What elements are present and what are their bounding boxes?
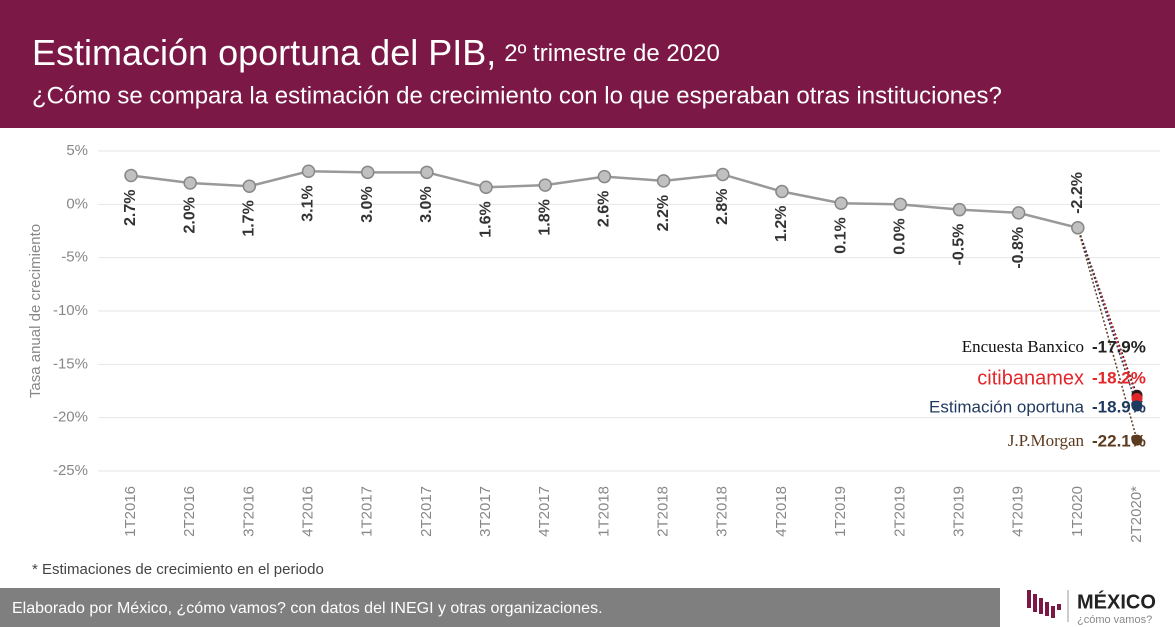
legend-label: Encuesta Banxico bbox=[962, 337, 1084, 356]
x-tick-label: 3T2019 bbox=[950, 486, 967, 537]
estimate-value: -18.9% bbox=[1092, 397, 1146, 416]
marker bbox=[538, 178, 552, 192]
estimate-line bbox=[1077, 227, 1138, 441]
estimate-marker bbox=[1131, 434, 1143, 446]
data-label: 1.8% bbox=[536, 199, 553, 235]
data-label: 1.7% bbox=[241, 200, 258, 236]
x-tick-label: 1T2016 bbox=[122, 486, 139, 537]
marker bbox=[716, 167, 730, 182]
data-label: -0.5% bbox=[951, 224, 968, 266]
x-tick-label: 3T2016 bbox=[240, 486, 257, 537]
x-tick-label: 4T2016 bbox=[299, 486, 316, 537]
marker bbox=[775, 184, 789, 199]
marker bbox=[479, 180, 493, 195]
data-label: 3.1% bbox=[300, 185, 317, 221]
estimate-line bbox=[1077, 227, 1138, 407]
x-tick-label: 3T2018 bbox=[714, 486, 731, 537]
marker bbox=[242, 179, 257, 193]
y-tick-label: -15% bbox=[53, 355, 88, 372]
data-label: 2.6% bbox=[596, 191, 613, 227]
marker bbox=[183, 176, 197, 190]
data-label: 1.2% bbox=[773, 206, 790, 242]
marker bbox=[301, 164, 316, 179]
source: Elaborado por México, ¿cómo vamos? con d… bbox=[12, 600, 603, 617]
x-tick-label: 1T2018 bbox=[595, 486, 612, 537]
footnote: * Estimaciones de crecimiento en el peri… bbox=[32, 561, 324, 578]
legend-label: J.P.Morgan bbox=[1008, 431, 1085, 450]
data-label: 3.0% bbox=[359, 186, 376, 222]
y-tick-label: -20% bbox=[53, 409, 88, 426]
x-tick-label: 2T2020* bbox=[1128, 486, 1145, 543]
y-axis-label: Tasa anual de crecimiento bbox=[27, 224, 44, 398]
title-period: 2º trimestre de 2020 bbox=[504, 40, 720, 67]
logo-subtitle: ¿cómo vamos? bbox=[1077, 614, 1152, 626]
marker bbox=[360, 165, 375, 180]
x-tick-label: 1T2019 bbox=[832, 486, 849, 537]
x-tick-label: 2T2019 bbox=[891, 486, 908, 537]
data-label: 0.1% bbox=[832, 217, 849, 253]
x-tick-label: 4T2019 bbox=[1010, 486, 1027, 537]
marker bbox=[952, 202, 967, 217]
data-label: 0.0% bbox=[892, 218, 909, 254]
x-tick-label: 4T2017 bbox=[536, 486, 553, 537]
estimate-marker bbox=[1131, 400, 1143, 412]
logo-icon bbox=[1027, 590, 1069, 622]
estimate-value: -22.1% bbox=[1092, 431, 1146, 450]
estimate-value: -18.2% bbox=[1092, 368, 1146, 387]
data-label: -0.8% bbox=[1010, 227, 1027, 269]
data-label: 2.2% bbox=[655, 195, 672, 231]
y-tick-label: -5% bbox=[61, 249, 88, 266]
chart-subtitle: ¿Cómo se compara la estimación de crecim… bbox=[32, 82, 1002, 109]
data-label: 3.0% bbox=[418, 186, 435, 222]
marker bbox=[834, 196, 848, 211]
legend-label: Estimación oportuna bbox=[929, 397, 1085, 416]
x-tick-label: 2T2016 bbox=[181, 486, 198, 537]
y-tick-label: -25% bbox=[53, 462, 88, 479]
marker bbox=[1071, 221, 1085, 235]
title-main: Estimación oportuna del PIB, bbox=[32, 32, 496, 73]
marker bbox=[124, 168, 138, 183]
footer-band bbox=[0, 588, 1000, 627]
data-label: 2.8% bbox=[714, 188, 731, 224]
marker bbox=[1011, 206, 1026, 220]
data-label: 2.0% bbox=[181, 197, 198, 233]
logo-title: MÉXICO bbox=[1077, 590, 1156, 613]
data-label: 1.6% bbox=[477, 201, 494, 237]
y-tick-label: 0% bbox=[66, 195, 88, 212]
data-label: 2.7% bbox=[122, 190, 139, 226]
marker bbox=[656, 174, 671, 188]
marker bbox=[597, 169, 612, 184]
marker bbox=[420, 165, 434, 180]
x-tick-label: 3T2017 bbox=[477, 486, 494, 537]
data-label: -2.2% bbox=[1069, 172, 1086, 214]
chart-title: Estimación oportuna del PIB, 2º trimestre… bbox=[32, 32, 720, 73]
x-tick-label: 1T2020 bbox=[1069, 486, 1086, 537]
header-band bbox=[0, 0, 1175, 128]
estimate-value: -17.9% bbox=[1092, 337, 1146, 356]
y-tick-label: -10% bbox=[53, 302, 88, 319]
x-tick-label: 2T2017 bbox=[418, 486, 435, 537]
marker bbox=[893, 197, 908, 212]
legend-label: citibanamex bbox=[977, 367, 1084, 389]
x-tick-label: 4T2018 bbox=[773, 486, 790, 537]
y-tick-label: 5% bbox=[66, 142, 88, 159]
x-tick-label: 1T2017 bbox=[359, 486, 376, 537]
x-tick-label: 2T2018 bbox=[655, 486, 672, 537]
